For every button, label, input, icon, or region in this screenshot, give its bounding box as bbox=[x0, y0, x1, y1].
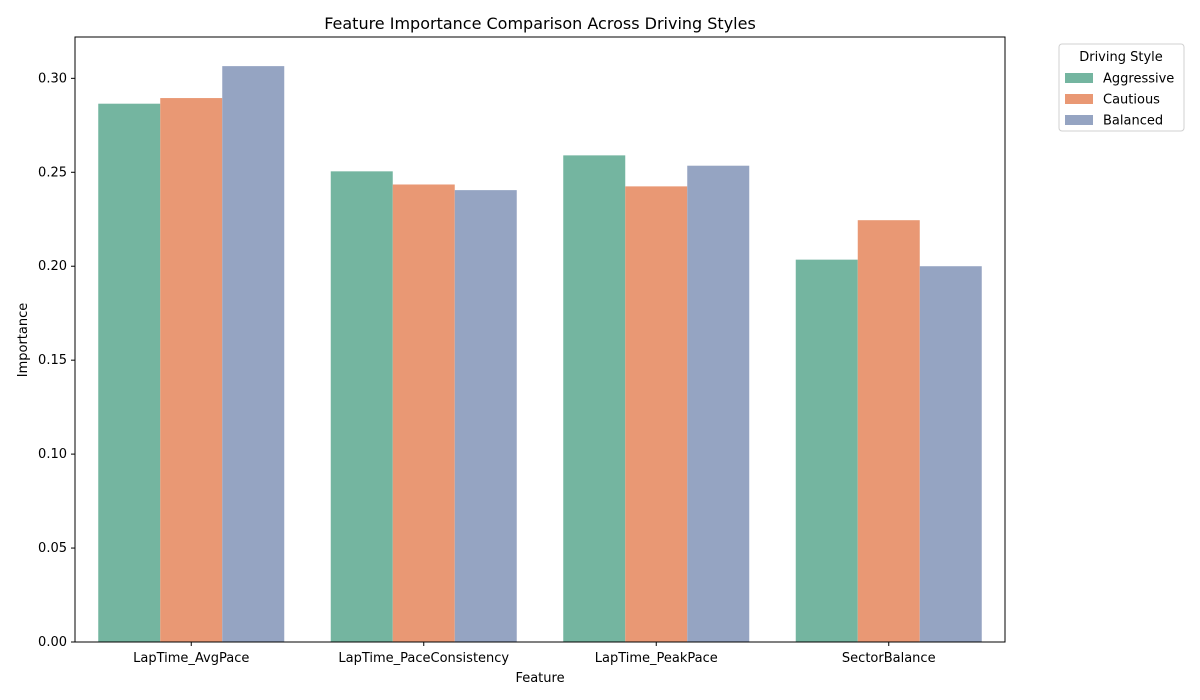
bar-aggressive-1 bbox=[330, 171, 393, 642]
bar-aggressive-2 bbox=[563, 155, 626, 642]
legend-label-cautious: Cautious bbox=[1103, 93, 1160, 108]
bar-aggressive-0 bbox=[98, 103, 161, 642]
x-axis: LapTime_AvgPace LapTime_PaceConsistency La… bbox=[133, 642, 936, 666]
bars-group bbox=[98, 66, 982, 643]
legend-swatch-aggressive bbox=[1065, 73, 1093, 83]
legend-swatch-balanced bbox=[1065, 115, 1093, 125]
legend: Driving Style Aggressive Cautious Balanced bbox=[1058, 43, 1185, 132]
bar-cautious-2 bbox=[625, 186, 688, 642]
bar-cautious-1 bbox=[392, 184, 455, 642]
legend-label-aggressive: Aggressive bbox=[1103, 72, 1174, 87]
y-tick-label: 0.25 bbox=[38, 165, 67, 180]
y-tick-label: 0.15 bbox=[38, 353, 67, 368]
x-tick-label: LapTime_AvgPace bbox=[133, 651, 249, 666]
y-tick-label: 0.00 bbox=[38, 635, 67, 650]
x-tick-label: LapTime_PeakPace bbox=[595, 651, 718, 666]
legend-label-balanced: Balanced bbox=[1103, 114, 1163, 129]
legend-title: Driving Style bbox=[1079, 50, 1163, 65]
legend-frame bbox=[1058, 43, 1185, 132]
legend-items: Aggressive Cautious Balanced bbox=[1065, 72, 1174, 129]
y-axis-label: Importance bbox=[16, 303, 31, 378]
x-tick-label: SectorBalance bbox=[842, 651, 936, 666]
bar-cautious-0 bbox=[160, 98, 223, 643]
chart-title: Feature Importance Comparison Across Dri… bbox=[324, 14, 756, 33]
y-tick-label: 0.05 bbox=[38, 541, 67, 556]
x-tick-label: LapTime_PaceConsistency bbox=[338, 651, 509, 666]
bar-cautious-3 bbox=[857, 220, 920, 643]
y-axis: 0.00 0.05 0.10 0.15 0.20 0.25 0.30 bbox=[38, 71, 75, 650]
y-tick-label: 0.10 bbox=[38, 447, 67, 462]
bar-balanced-3 bbox=[919, 266, 982, 642]
x-axis-label: Feature bbox=[515, 671, 564, 686]
bar-balanced-1 bbox=[454, 190, 517, 642]
y-tick-label: 0.30 bbox=[38, 71, 67, 86]
plot-frame bbox=[74, 36, 1006, 643]
y-tick-label: 0.20 bbox=[38, 259, 67, 274]
bar-balanced-2 bbox=[687, 165, 750, 642]
bar-aggressive-3 bbox=[795, 259, 858, 642]
legend-swatch-cautious bbox=[1065, 94, 1093, 104]
bar-balanced-0 bbox=[222, 66, 285, 642]
